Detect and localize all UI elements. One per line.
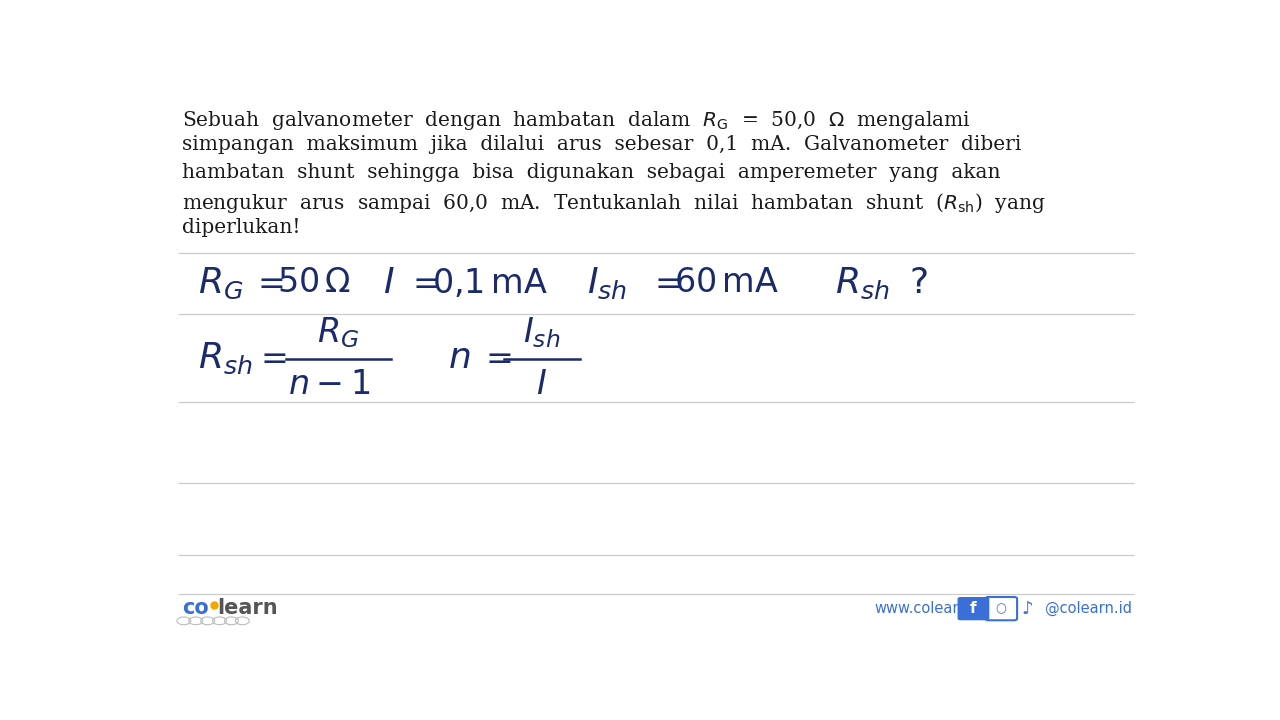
Text: mengukur  arus  sampai  60,0  mA.  Tentukanlah  nilai  hambatan  shunt  ($R_{\ma: mengukur arus sampai 60,0 mA. Tentukanla… xyxy=(182,191,1046,215)
Text: $\mathit{I}$: $\mathit{I}$ xyxy=(536,369,548,400)
Text: $\mathit{I}_{sh}$: $\mathit{I}_{sh}$ xyxy=(586,266,627,301)
Text: hambatan  shunt  sehingga  bisa  digunakan  sebagai  amperemeter  yang  akan: hambatan shunt sehingga bisa digunakan s… xyxy=(182,163,1001,182)
Text: $\mathit{n}-1$: $\mathit{n}-1$ xyxy=(288,369,370,400)
Text: f: f xyxy=(970,601,977,616)
Text: diperlukan!: diperlukan! xyxy=(182,218,301,238)
Text: $=$: $=$ xyxy=(406,267,439,300)
Text: ○: ○ xyxy=(996,602,1006,615)
Text: Sebuah  galvanometer  dengan  hambatan  dalam  $R_{\mathrm{G}}$  =  50,0  $\Omeg: Sebuah galvanometer dengan hambatan dala… xyxy=(182,109,970,132)
Text: www.colearn.id: www.colearn.id xyxy=(874,601,986,616)
Text: $60\,\mathrm{mA}$: $60\,\mathrm{mA}$ xyxy=(673,267,778,300)
Text: $\mathit{R}_G$: $\mathit{R}_G$ xyxy=(317,316,360,351)
Text: $\mathit{R}_{sh}$: $\mathit{R}_{sh}$ xyxy=(835,266,890,301)
Text: $\mathit{R}_{sh}$: $\mathit{R}_{sh}$ xyxy=(197,341,252,376)
Text: $\mathit{n}$: $\mathit{n}$ xyxy=(448,341,470,375)
FancyBboxPatch shape xyxy=(957,597,989,621)
Text: $0{,}1\,\mathrm{mA}$: $0{,}1\,\mathrm{mA}$ xyxy=(431,266,548,300)
Text: ♪: ♪ xyxy=(1021,600,1033,618)
Text: @colearn.id: @colearn.id xyxy=(1044,601,1132,616)
Text: $?$: $?$ xyxy=(909,266,928,300)
Text: $=$: $=$ xyxy=(251,267,284,300)
Text: $\mathit{R}_G$: $\mathit{R}_G$ xyxy=(197,266,243,301)
Text: learn: learn xyxy=(218,598,278,618)
Text: $50\,\Omega$: $50\,\Omega$ xyxy=(276,267,351,300)
Text: $=$: $=$ xyxy=(648,267,681,300)
Text: simpangan  maksimum  jika  dilalui  arus  sebesar  0,1  mA.  Galvanometer  diber: simpangan maksimum jika dilalui arus seb… xyxy=(182,135,1021,154)
Text: co: co xyxy=(182,598,209,618)
Text: $\mathit{I}_{sh}$: $\mathit{I}_{sh}$ xyxy=(524,316,561,351)
Text: $=$: $=$ xyxy=(480,342,512,374)
Text: $\mathit{I}$: $\mathit{I}$ xyxy=(383,266,396,300)
Text: $=$: $=$ xyxy=(255,342,287,374)
